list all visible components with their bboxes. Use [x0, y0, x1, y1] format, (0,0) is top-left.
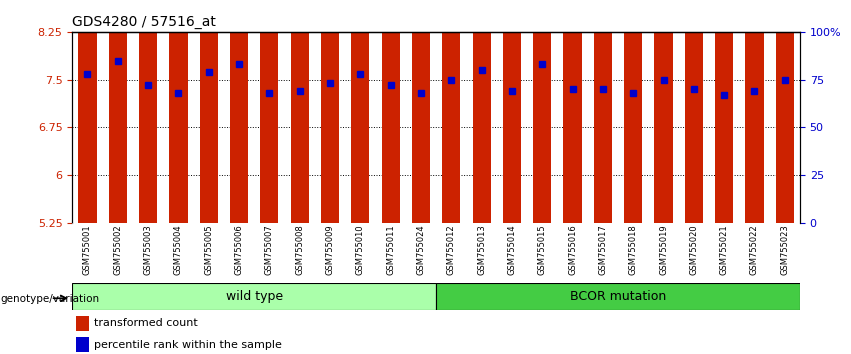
Bar [563, 0, 581, 223]
Bar [436, 283, 800, 310]
Bar [533, 0, 551, 223]
Bar [76, 316, 89, 331]
Bar [412, 0, 430, 223]
Bar [654, 0, 672, 223]
Bar [685, 0, 703, 223]
Bar [109, 0, 127, 223]
Bar [78, 0, 96, 223]
Bar [472, 0, 491, 223]
Bar [715, 0, 734, 223]
Bar [351, 0, 369, 223]
Bar [321, 0, 339, 223]
Text: BCOR mutation: BCOR mutation [570, 290, 666, 303]
Bar [76, 337, 89, 352]
Bar [290, 0, 309, 223]
Text: genotype/variation: genotype/variation [1, 294, 100, 304]
Bar [745, 0, 763, 223]
Bar [260, 0, 278, 223]
Text: transformed count: transformed count [94, 318, 198, 329]
Bar [230, 0, 248, 223]
Text: percentile rank within the sample: percentile rank within the sample [94, 339, 282, 350]
Text: GDS4280 / 57516_at: GDS4280 / 57516_at [72, 16, 216, 29]
Bar [594, 0, 612, 223]
Bar [169, 0, 187, 223]
Bar [200, 0, 218, 223]
Text: wild type: wild type [226, 290, 283, 303]
Bar [139, 0, 157, 223]
Bar [443, 0, 460, 223]
Bar [775, 0, 794, 223]
Bar [381, 0, 400, 223]
Bar [72, 283, 436, 310]
Bar [503, 0, 521, 223]
Bar [624, 0, 643, 223]
